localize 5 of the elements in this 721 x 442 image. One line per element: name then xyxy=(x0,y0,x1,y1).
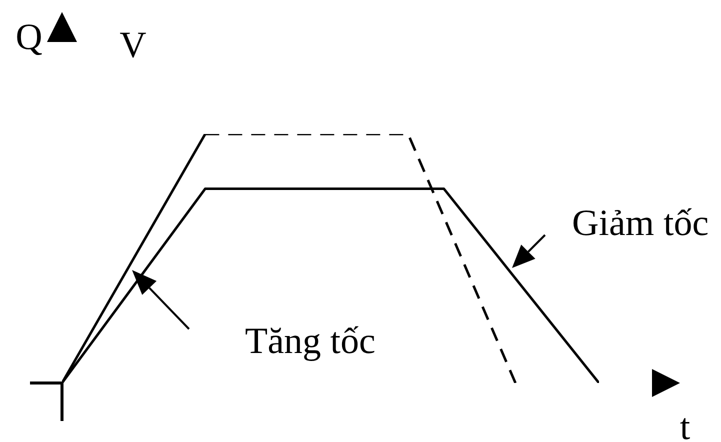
annotation: Tăng tốc xyxy=(245,321,376,362)
text: V xyxy=(120,25,147,66)
x-axis-title: t xyxy=(680,407,691,442)
y-axis-title: Q xyxy=(16,17,43,58)
annotation: Giảm tốc xyxy=(572,203,709,244)
